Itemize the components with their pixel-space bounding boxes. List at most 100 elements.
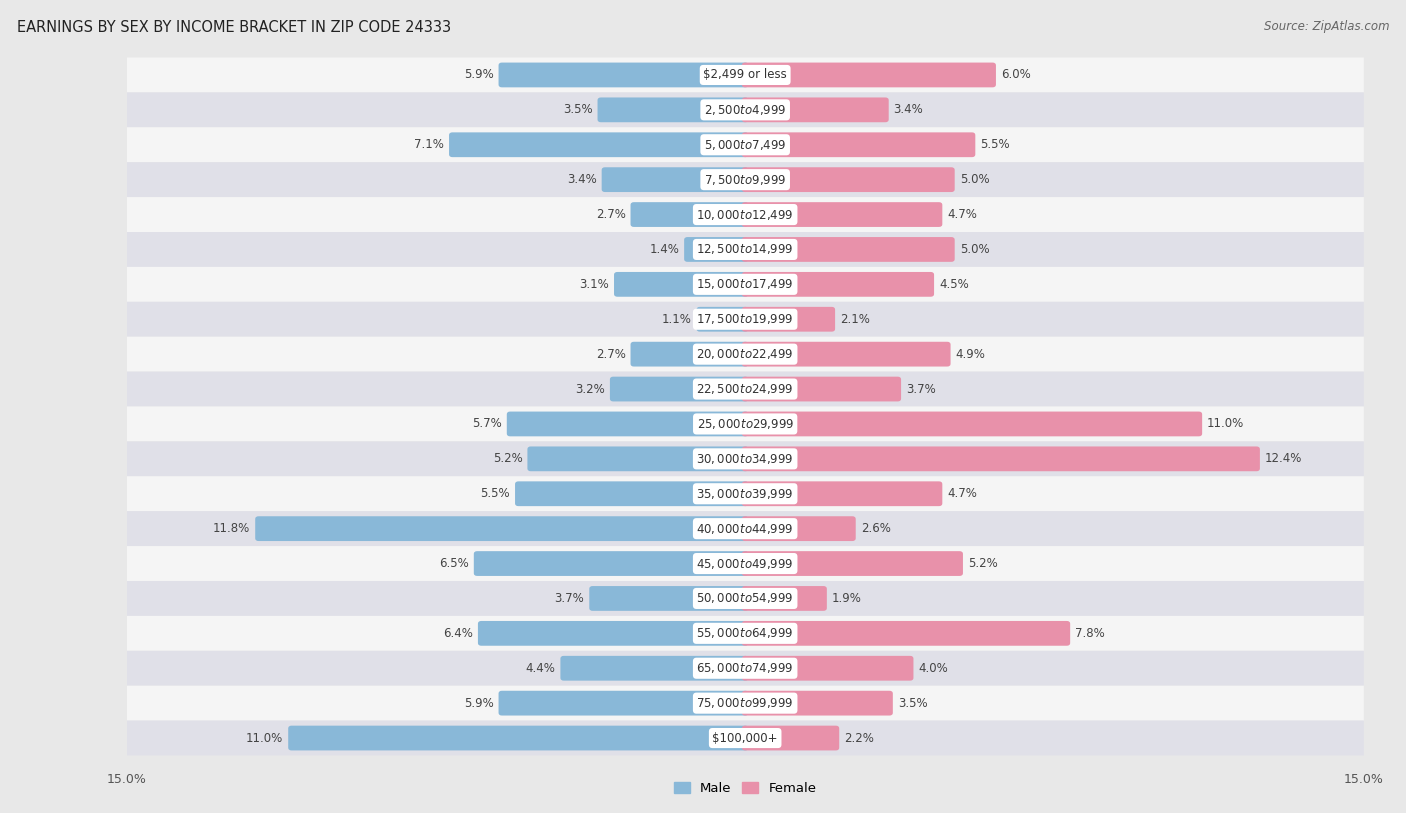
Text: 4.7%: 4.7% <box>948 208 977 221</box>
FancyBboxPatch shape <box>614 272 748 297</box>
FancyBboxPatch shape <box>742 656 914 680</box>
Text: $17,500 to $19,999: $17,500 to $19,999 <box>696 312 794 326</box>
Bar <box>634 345 745 363</box>
Text: 2.7%: 2.7% <box>596 348 626 361</box>
Text: $75,000 to $99,999: $75,000 to $99,999 <box>696 696 794 710</box>
FancyBboxPatch shape <box>742 133 976 157</box>
FancyBboxPatch shape <box>742 691 893 715</box>
FancyBboxPatch shape <box>127 406 1364 441</box>
FancyBboxPatch shape <box>515 481 748 506</box>
Text: 4.4%: 4.4% <box>526 662 555 675</box>
Bar <box>634 205 745 224</box>
FancyBboxPatch shape <box>696 307 748 332</box>
FancyBboxPatch shape <box>127 58 1364 93</box>
Text: 12.4%: 12.4% <box>1265 452 1302 465</box>
FancyBboxPatch shape <box>127 337 1364 372</box>
Text: 3.2%: 3.2% <box>575 383 605 396</box>
Text: 5.5%: 5.5% <box>481 487 510 500</box>
Text: Source: ZipAtlas.com: Source: ZipAtlas.com <box>1264 20 1389 33</box>
FancyBboxPatch shape <box>602 167 748 192</box>
Text: 6.4%: 6.4% <box>443 627 472 640</box>
FancyBboxPatch shape <box>127 581 1364 616</box>
Bar <box>613 380 745 398</box>
Text: $7,500 to $9,999: $7,500 to $9,999 <box>704 172 786 187</box>
Text: $12,500 to $14,999: $12,500 to $14,999 <box>696 242 794 256</box>
Bar <box>510 415 745 433</box>
FancyBboxPatch shape <box>127 546 1364 581</box>
FancyBboxPatch shape <box>127 476 1364 511</box>
FancyBboxPatch shape <box>127 616 1364 650</box>
Text: 5.0%: 5.0% <box>960 243 990 256</box>
Text: $35,000 to $39,999: $35,000 to $39,999 <box>696 487 794 501</box>
Text: 3.5%: 3.5% <box>898 697 928 710</box>
Text: $22,500 to $24,999: $22,500 to $24,999 <box>696 382 794 396</box>
FancyBboxPatch shape <box>127 685 1364 720</box>
Text: $2,500 to $4,999: $2,500 to $4,999 <box>704 103 786 117</box>
FancyBboxPatch shape <box>499 691 748 715</box>
Text: 3.4%: 3.4% <box>567 173 596 186</box>
Text: 6.5%: 6.5% <box>439 557 468 570</box>
FancyBboxPatch shape <box>742 63 995 87</box>
Bar <box>592 589 745 608</box>
Bar <box>688 240 745 259</box>
Legend: Male, Female: Male, Female <box>668 777 823 801</box>
FancyBboxPatch shape <box>589 586 748 611</box>
Text: 2.7%: 2.7% <box>596 208 626 221</box>
Text: 1.9%: 1.9% <box>832 592 862 605</box>
Text: 2.1%: 2.1% <box>839 313 870 326</box>
FancyBboxPatch shape <box>742 446 1260 472</box>
FancyBboxPatch shape <box>127 128 1364 163</box>
FancyBboxPatch shape <box>742 586 827 611</box>
FancyBboxPatch shape <box>127 511 1364 546</box>
FancyBboxPatch shape <box>561 656 748 680</box>
Text: 5.2%: 5.2% <box>492 452 523 465</box>
FancyBboxPatch shape <box>478 621 748 646</box>
FancyBboxPatch shape <box>256 516 748 541</box>
Text: 3.1%: 3.1% <box>579 278 609 291</box>
FancyBboxPatch shape <box>742 376 901 402</box>
FancyBboxPatch shape <box>127 302 1364 337</box>
FancyBboxPatch shape <box>742 167 955 192</box>
Bar <box>605 170 745 189</box>
Text: 1.1%: 1.1% <box>662 313 692 326</box>
FancyBboxPatch shape <box>127 197 1364 232</box>
Text: $2,499 or less: $2,499 or less <box>703 68 787 81</box>
Bar <box>700 310 745 328</box>
Bar <box>564 659 745 678</box>
Text: $10,000 to $12,499: $10,000 to $12,499 <box>696 207 794 222</box>
FancyBboxPatch shape <box>288 726 748 750</box>
Bar <box>481 624 745 643</box>
FancyBboxPatch shape <box>742 726 839 750</box>
Text: $45,000 to $49,999: $45,000 to $49,999 <box>696 557 794 571</box>
Text: $100,000+: $100,000+ <box>713 732 778 745</box>
Bar <box>617 275 745 294</box>
FancyBboxPatch shape <box>127 441 1364 476</box>
FancyBboxPatch shape <box>499 63 748 87</box>
FancyBboxPatch shape <box>127 232 1364 267</box>
Text: 4.0%: 4.0% <box>918 662 948 675</box>
Text: 2.2%: 2.2% <box>844 732 875 745</box>
Text: 1.4%: 1.4% <box>650 243 679 256</box>
Bar <box>600 100 745 120</box>
Text: $25,000 to $29,999: $25,000 to $29,999 <box>696 417 794 431</box>
FancyBboxPatch shape <box>127 267 1364 302</box>
FancyBboxPatch shape <box>685 237 748 262</box>
Bar <box>530 450 745 468</box>
Text: 5.7%: 5.7% <box>472 417 502 430</box>
FancyBboxPatch shape <box>610 376 748 402</box>
FancyBboxPatch shape <box>742 237 955 262</box>
Text: 11.8%: 11.8% <box>214 522 250 535</box>
Bar <box>502 693 745 713</box>
Text: 3.4%: 3.4% <box>894 103 924 116</box>
FancyBboxPatch shape <box>127 93 1364 128</box>
Text: 5.0%: 5.0% <box>960 173 990 186</box>
Text: $15,000 to $17,499: $15,000 to $17,499 <box>696 277 794 291</box>
FancyBboxPatch shape <box>742 307 835 332</box>
Text: 7.1%: 7.1% <box>415 138 444 151</box>
Text: $65,000 to $74,999: $65,000 to $74,999 <box>696 661 794 676</box>
FancyBboxPatch shape <box>742 516 856 541</box>
Text: $40,000 to $44,999: $40,000 to $44,999 <box>696 522 794 536</box>
FancyBboxPatch shape <box>127 372 1364 406</box>
Text: $20,000 to $22,499: $20,000 to $22,499 <box>696 347 794 361</box>
Bar <box>477 554 745 573</box>
